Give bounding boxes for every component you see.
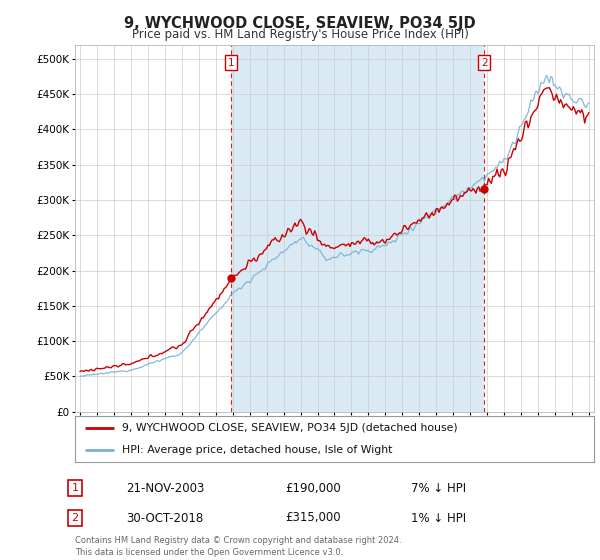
Text: 1% ↓ HPI: 1% ↓ HPI bbox=[411, 511, 466, 525]
Text: 2: 2 bbox=[71, 513, 79, 523]
Text: HPI: Average price, detached house, Isle of Wight: HPI: Average price, detached house, Isle… bbox=[122, 445, 392, 455]
Text: 1: 1 bbox=[71, 483, 79, 493]
Text: £190,000: £190,000 bbox=[285, 482, 341, 495]
Bar bbox=[230, 45, 484, 412]
Text: 21-NOV-2003: 21-NOV-2003 bbox=[126, 482, 205, 495]
Text: Contains HM Land Registry data © Crown copyright and database right 2024.
This d: Contains HM Land Registry data © Crown c… bbox=[75, 536, 401, 557]
Text: 9, WYCHWOOD CLOSE, SEAVIEW, PO34 5JD (detached house): 9, WYCHWOOD CLOSE, SEAVIEW, PO34 5JD (de… bbox=[122, 423, 457, 433]
Text: Price paid vs. HM Land Registry's House Price Index (HPI): Price paid vs. HM Land Registry's House … bbox=[131, 28, 469, 41]
Text: 7% ↓ HPI: 7% ↓ HPI bbox=[411, 482, 466, 495]
Text: 1: 1 bbox=[227, 58, 234, 68]
Text: 2: 2 bbox=[481, 58, 488, 68]
Text: £315,000: £315,000 bbox=[285, 511, 341, 525]
Text: 9, WYCHWOOD CLOSE, SEAVIEW, PO34 5JD: 9, WYCHWOOD CLOSE, SEAVIEW, PO34 5JD bbox=[124, 16, 476, 31]
Text: 30-OCT-2018: 30-OCT-2018 bbox=[126, 511, 203, 525]
